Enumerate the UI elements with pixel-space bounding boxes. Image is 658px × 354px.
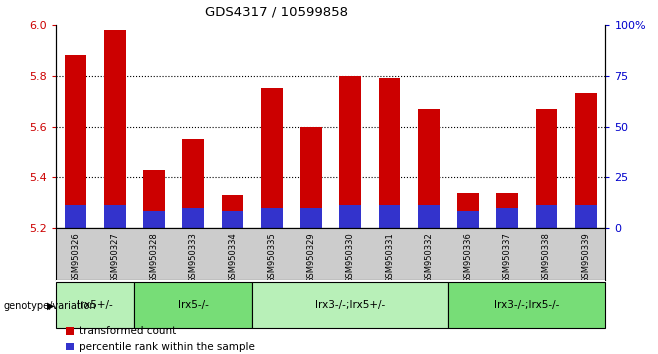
Bar	[261, 88, 282, 228]
Text: percentile rank within the sample: percentile rank within the sample	[79, 342, 255, 352]
Text: GSM950334: GSM950334	[228, 233, 237, 283]
Text: ▶: ▶	[47, 301, 55, 311]
Bar	[536, 109, 557, 228]
Bar	[418, 205, 440, 228]
Bar	[182, 208, 204, 228]
Bar	[340, 205, 361, 228]
Bar	[104, 30, 126, 228]
Bar	[143, 211, 165, 228]
Bar	[448, 282, 605, 329]
Bar	[64, 205, 86, 228]
Bar	[457, 193, 479, 228]
Text: GSM950332: GSM950332	[424, 233, 433, 283]
Text: genotype/variation: genotype/variation	[3, 301, 96, 311]
Text: GSM950331: GSM950331	[385, 233, 394, 283]
Text: lrx5+/-: lrx5+/-	[77, 300, 113, 310]
Bar	[56, 282, 134, 329]
Text: lrx3-/-;lrx5-/-: lrx3-/-;lrx5-/-	[494, 300, 559, 310]
Bar	[496, 208, 518, 228]
Text: GSM950328: GSM950328	[149, 233, 159, 283]
Bar	[134, 282, 252, 329]
Text: GSM950326: GSM950326	[71, 233, 80, 283]
Text: lrx5-/-: lrx5-/-	[178, 300, 209, 310]
Text: GSM950335: GSM950335	[267, 233, 276, 283]
Text: GSM950338: GSM950338	[542, 233, 551, 283]
Text: transformed count: transformed count	[79, 326, 176, 336]
Bar	[418, 109, 440, 228]
Bar	[379, 78, 400, 228]
Bar	[575, 93, 597, 228]
Bar	[379, 205, 400, 228]
Text: GSM950339: GSM950339	[581, 233, 590, 283]
Text: GSM950337: GSM950337	[503, 233, 512, 283]
Bar	[143, 170, 165, 228]
Bar	[575, 205, 597, 228]
Bar	[182, 139, 204, 228]
Bar	[457, 211, 479, 228]
Text: GSM950333: GSM950333	[189, 233, 198, 283]
Bar	[222, 195, 243, 228]
Bar	[261, 208, 282, 228]
Text: GSM950336: GSM950336	[463, 233, 472, 283]
Bar	[222, 211, 243, 228]
Text: GSM950329: GSM950329	[307, 233, 316, 283]
Bar	[340, 76, 361, 228]
Text: GSM950327: GSM950327	[111, 233, 119, 283]
Bar	[536, 205, 557, 228]
Bar	[252, 282, 448, 329]
Text: GSM950330: GSM950330	[345, 233, 355, 283]
Bar	[104, 205, 126, 228]
Bar	[496, 193, 518, 228]
Text: GDS4317 / 10599858: GDS4317 / 10599858	[205, 5, 348, 18]
Bar	[300, 127, 322, 228]
Bar	[300, 208, 322, 228]
Bar	[64, 55, 86, 228]
Text: lrx3-/-;lrx5+/-: lrx3-/-;lrx5+/-	[315, 300, 386, 310]
